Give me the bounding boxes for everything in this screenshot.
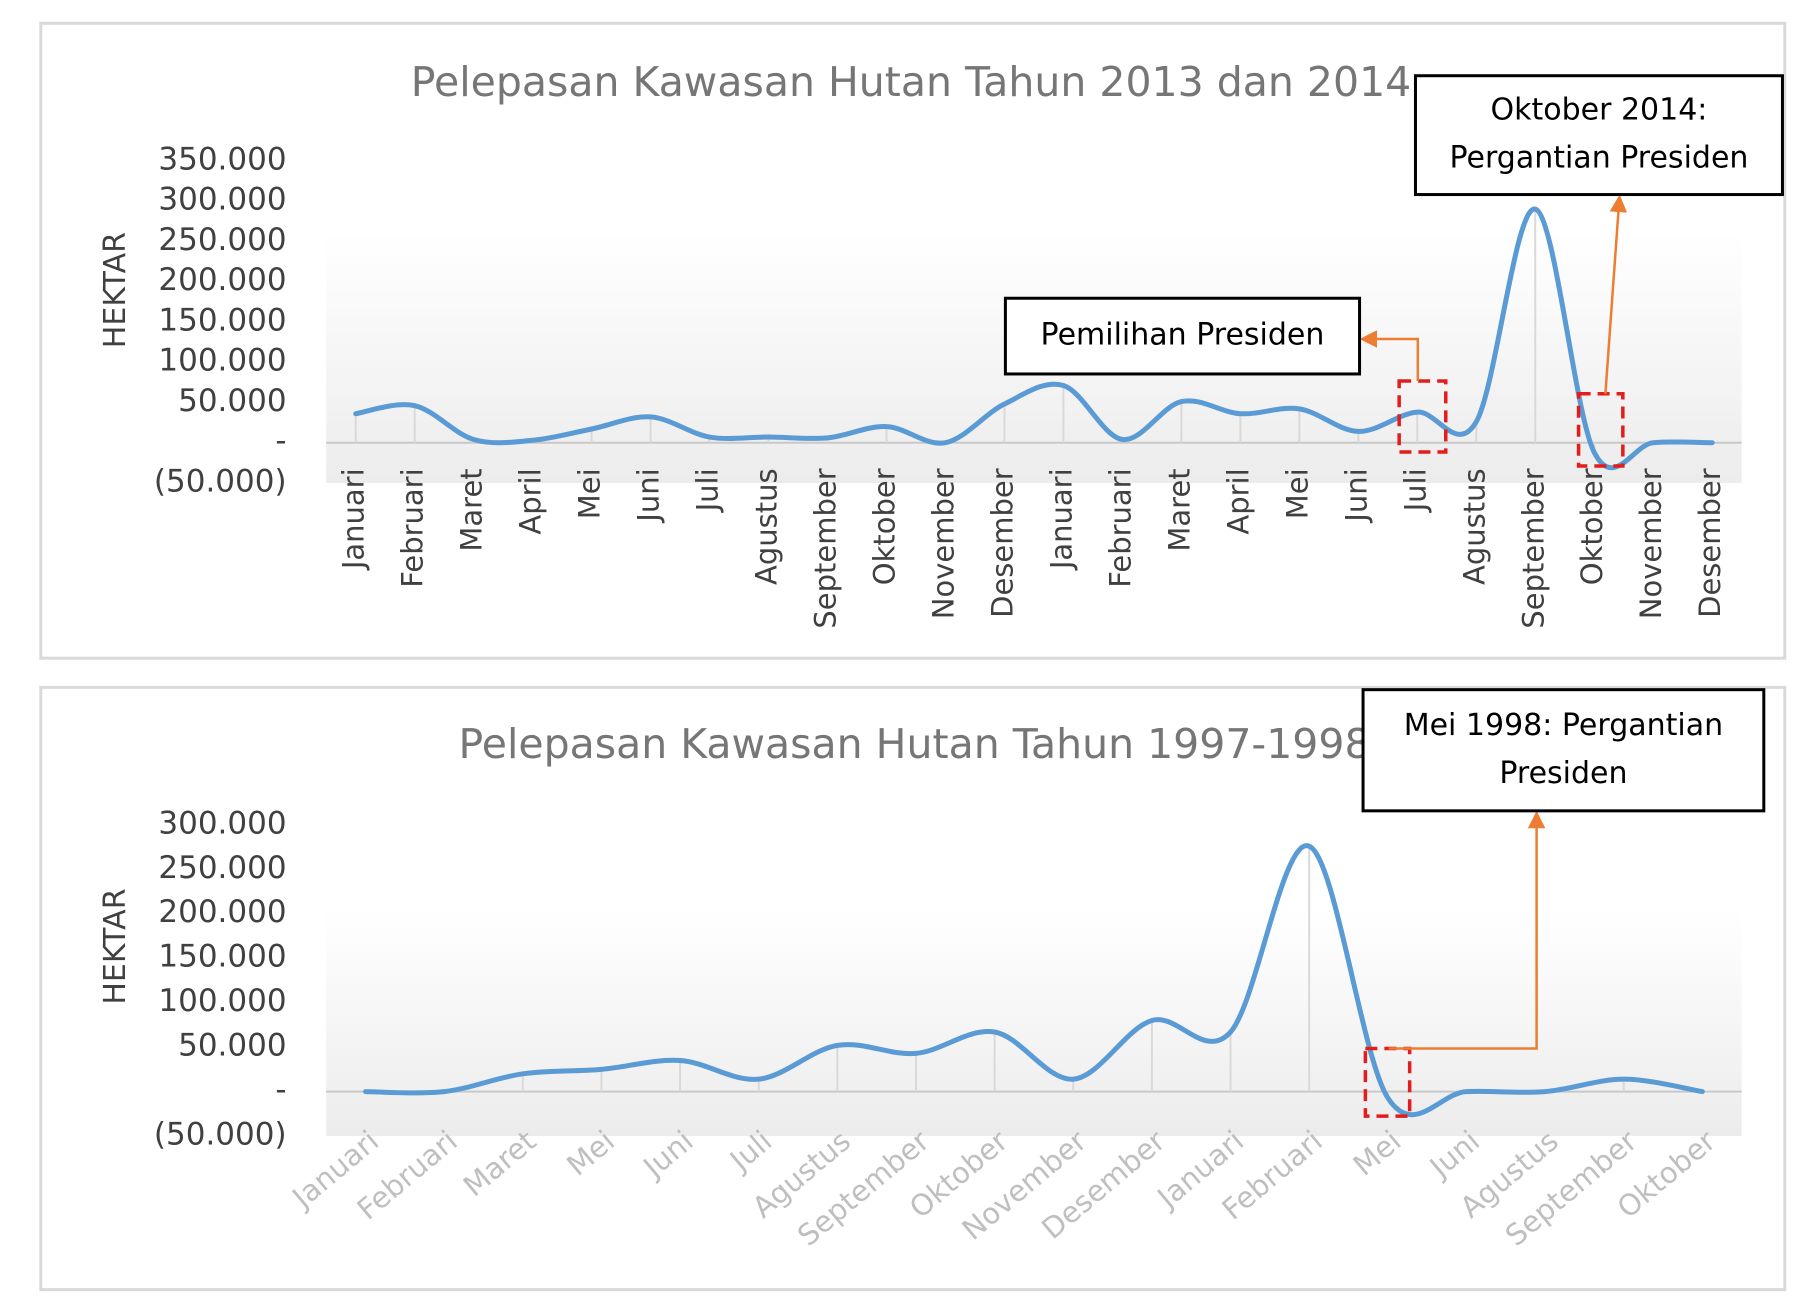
x-tick-label: Mei <box>573 468 607 519</box>
y-tick-label: 150.000 <box>158 302 286 338</box>
x-tick-label: Februari <box>396 468 430 587</box>
x-tick-label: Maret <box>1162 468 1196 551</box>
x-tick-label: Agustus <box>750 468 784 585</box>
annotation-arrow <box>1604 194 1628 394</box>
y-tick-label: 350.000 <box>158 141 286 177</box>
annotation-box <box>1003 296 1362 376</box>
y-axis-label: HEKTAR <box>98 888 133 1004</box>
y-tick-label: 100.000 <box>158 343 286 379</box>
y-tick-label: 250.000 <box>158 222 286 258</box>
plot-background <box>326 908 1742 1137</box>
x-tick-label: Mei <box>1280 468 1314 519</box>
y-tick-label: (50.000) <box>154 1117 287 1153</box>
x-tick-label: November <box>926 468 960 619</box>
y-tick-label: 250.000 <box>158 850 286 886</box>
x-tick-label: Desember <box>985 468 1019 618</box>
x-tick-label: Desember <box>1693 468 1727 618</box>
x-tick-label: Oktober <box>1575 468 1609 585</box>
annotation-text: Presiden <box>1499 756 1627 791</box>
y-tick-label: 50.000 <box>178 383 286 419</box>
y-axis-label: HEKTAR <box>98 232 133 348</box>
chart-title: Pelepasan Kawasan Hutan Tahun 1997-1998 <box>458 720 1370 768</box>
x-tick-label: Juli <box>1398 468 1432 513</box>
x-tick-label: April <box>1221 468 1255 534</box>
x-tick-label: April <box>514 468 548 534</box>
y-tick-label: 300.000 <box>158 805 286 841</box>
y-tick-label: - <box>275 423 286 459</box>
x-tick-label: September <box>809 468 843 628</box>
x-tick-label: Oktober <box>867 468 901 585</box>
annotation-text: Pemilihan Presiden <box>1041 318 1325 353</box>
data-line <box>353 206 1715 471</box>
data-line <box>363 843 1705 1118</box>
y-tick-label: 100.000 <box>158 983 286 1019</box>
y-tick-label: 150.000 <box>158 939 286 975</box>
annotation-arrow <box>1359 330 1420 381</box>
annotation-text: Pergantian Presiden <box>1449 141 1748 176</box>
annotation-arrow <box>1388 810 1546 1050</box>
y-tick-label: 300.000 <box>158 182 286 218</box>
y-tick-label: (50.000) <box>154 463 287 499</box>
y-tick-label: 200.000 <box>158 894 286 930</box>
y-tick-label: 50.000 <box>178 1028 286 1064</box>
highlight-box <box>1397 379 1448 454</box>
x-tick-label: Juli <box>691 468 725 513</box>
x-tick-label: Maret <box>455 468 489 551</box>
annotation-box <box>1413 74 1784 197</box>
x-tick-label: Juni <box>1339 468 1373 523</box>
chart-title: Pelepasan Kawasan Hutan Tahun 2013 dan 2… <box>411 58 1412 106</box>
x-tick-label: Januari <box>1044 468 1078 571</box>
annotation-text: Oktober 2014: <box>1490 93 1707 128</box>
x-tick-label: Agustus <box>1457 468 1491 585</box>
y-tick-label: 200.000 <box>158 262 286 298</box>
x-tick-label: September <box>1516 468 1550 628</box>
highlight-box <box>1576 392 1625 468</box>
x-tick-label: Januari <box>337 468 371 571</box>
annotation-box <box>1361 688 1766 813</box>
x-tick-label: Februari <box>1103 468 1137 587</box>
annotation-text: Mei 1998: Pergantian <box>1404 708 1723 743</box>
x-tick-label: Juni <box>632 468 666 523</box>
x-tick-label: November <box>1634 468 1668 619</box>
highlight-box <box>1363 1046 1412 1118</box>
y-tick-label: - <box>275 1072 286 1108</box>
